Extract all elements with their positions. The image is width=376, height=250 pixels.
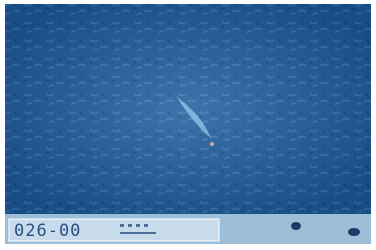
indicator	[291, 222, 301, 230]
depth-readout: 026-00	[14, 221, 81, 241]
speck	[210, 142, 214, 146]
indicator	[348, 228, 360, 236]
screenshot: 026-00	[0, 0, 376, 250]
